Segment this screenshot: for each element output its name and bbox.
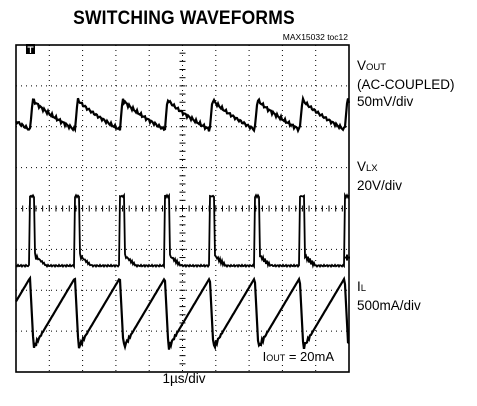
marker-layer — [25, 44, 350, 261]
channel-label-vout: VOUT (AC-COUPLED) 50mV/div — [357, 57, 455, 110]
channel-name-sub: L — [360, 283, 367, 294]
channel-extra: (AC-COUPLED) — [357, 77, 455, 92]
channel-label-il: IL 500mA/div — [357, 278, 421, 314]
grid-layer — [15, 44, 350, 373]
trace-il — [15, 275, 350, 351]
trace-vout — [15, 94, 351, 134]
channel-scale: 20V/div — [357, 178, 403, 193]
channel-label-vlx: VLX 20V/div — [357, 158, 402, 194]
x-scale-label: 1µs/div — [162, 371, 206, 386]
channel-scale: 500mA/div — [357, 298, 421, 313]
channel-scale: 50mV/div — [357, 94, 414, 109]
trace-vlx — [15, 192, 350, 270]
figure-reference: MAX15032 toc12 — [282, 32, 348, 42]
load-current-annotation: IOUT = 20mA — [261, 349, 335, 364]
channel-name-sub: OUT — [366, 62, 387, 73]
chart-title: SWITCHING WAVEFORMS — [73, 8, 295, 29]
channel-name: V — [357, 58, 367, 73]
channel-name: I — [357, 279, 361, 294]
trace-layer — [15, 94, 351, 351]
channel-name: V — [357, 159, 367, 174]
channel-name-sub: LX — [366, 163, 378, 174]
